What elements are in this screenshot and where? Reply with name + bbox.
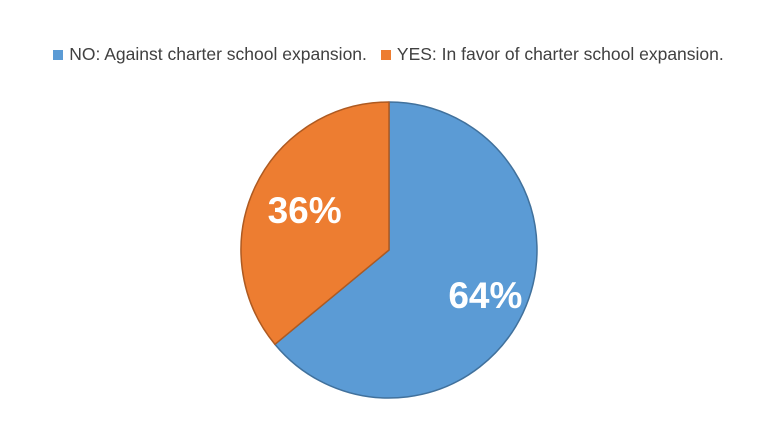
pie-slices [240,101,538,399]
pie-data-labels: 64% 36% [268,190,523,316]
pie-slice-no [274,101,538,399]
legend-label-no: NO: Against charter school expansion. [69,44,367,64]
legend-label-yes: YES: In favor of charter school expansio… [396,44,724,64]
chart-legend: NO: Against charter school expansion. YE… [0,44,777,65]
legend-item-no: NO: Against charter school expansion. [53,44,367,65]
data-label-no: 64% [448,275,522,316]
legend-swatch-no [53,49,64,60]
pie-slice-yes [240,101,390,346]
data-label-yes: 36% [268,190,342,231]
legend-item-yes: YES: In favor of charter school expansio… [380,44,724,65]
legend-swatch-yes [380,49,391,60]
